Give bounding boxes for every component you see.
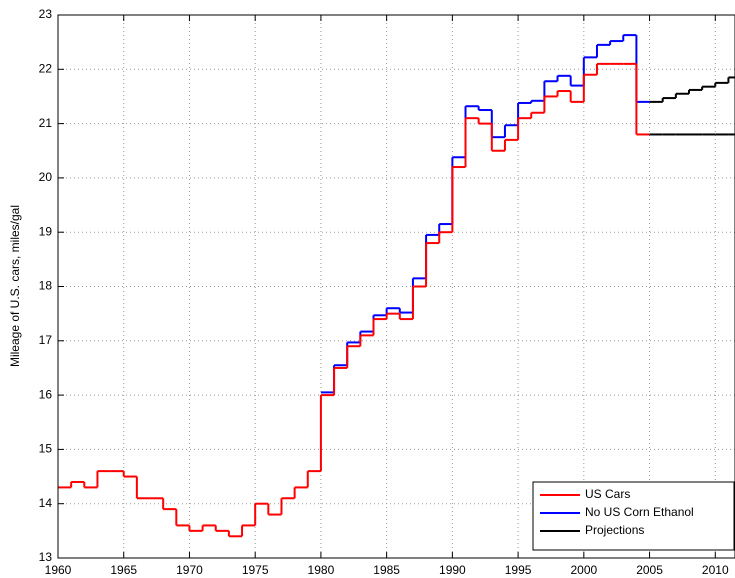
x-tick-label: 1960 bbox=[45, 563, 72, 577]
y-tick-label: 19 bbox=[39, 224, 53, 238]
y-tick-label: 22 bbox=[39, 61, 53, 75]
x-tick-label: 1995 bbox=[505, 563, 532, 577]
legend-box bbox=[532, 481, 735, 551]
x-tick-label: 2010 bbox=[702, 563, 729, 577]
grid bbox=[57, 14, 735, 559]
x-tick-label: 1970 bbox=[176, 563, 203, 577]
y-tick-label: 15 bbox=[39, 442, 53, 456]
legend: US Cars No US Corn Ethanol Projections bbox=[532, 481, 735, 551]
x-tick-label: 1990 bbox=[439, 563, 466, 577]
y-tick-label: 13 bbox=[39, 550, 53, 564]
x-tick-label: 2000 bbox=[570, 563, 597, 577]
x-tick-label: 2005 bbox=[636, 563, 663, 577]
x-tick-label: 1965 bbox=[110, 563, 137, 577]
x-tick-label: 1980 bbox=[308, 563, 335, 577]
legend-label: US Cars bbox=[585, 487, 630, 501]
data-area bbox=[58, 34, 735, 538]
y-tick-label: 14 bbox=[39, 496, 53, 510]
axes-box bbox=[57, 14, 735, 559]
y-tick-label: 16 bbox=[39, 387, 53, 401]
axes: 1960 1965 1970 1975 1980 1985 1990 1995 2000 2005… bbox=[39, 7, 735, 577]
legend-label: Projections bbox=[585, 523, 644, 537]
legend-label: No US Corn Ethanol bbox=[585, 505, 694, 519]
x-tick-label: 1975 bbox=[242, 563, 269, 577]
plot-area bbox=[58, 15, 735, 558]
y-axis-label: Mileage of U.S. cars, miles/gal bbox=[8, 205, 22, 367]
y-tick-label: 18 bbox=[39, 279, 53, 293]
y-tick-label: 20 bbox=[39, 170, 53, 184]
y-tick-label: 17 bbox=[39, 333, 53, 347]
x-tick-label: 1985 bbox=[373, 563, 400, 577]
y-tick-label: 21 bbox=[39, 116, 53, 130]
y-tick-label: 23 bbox=[39, 7, 53, 21]
